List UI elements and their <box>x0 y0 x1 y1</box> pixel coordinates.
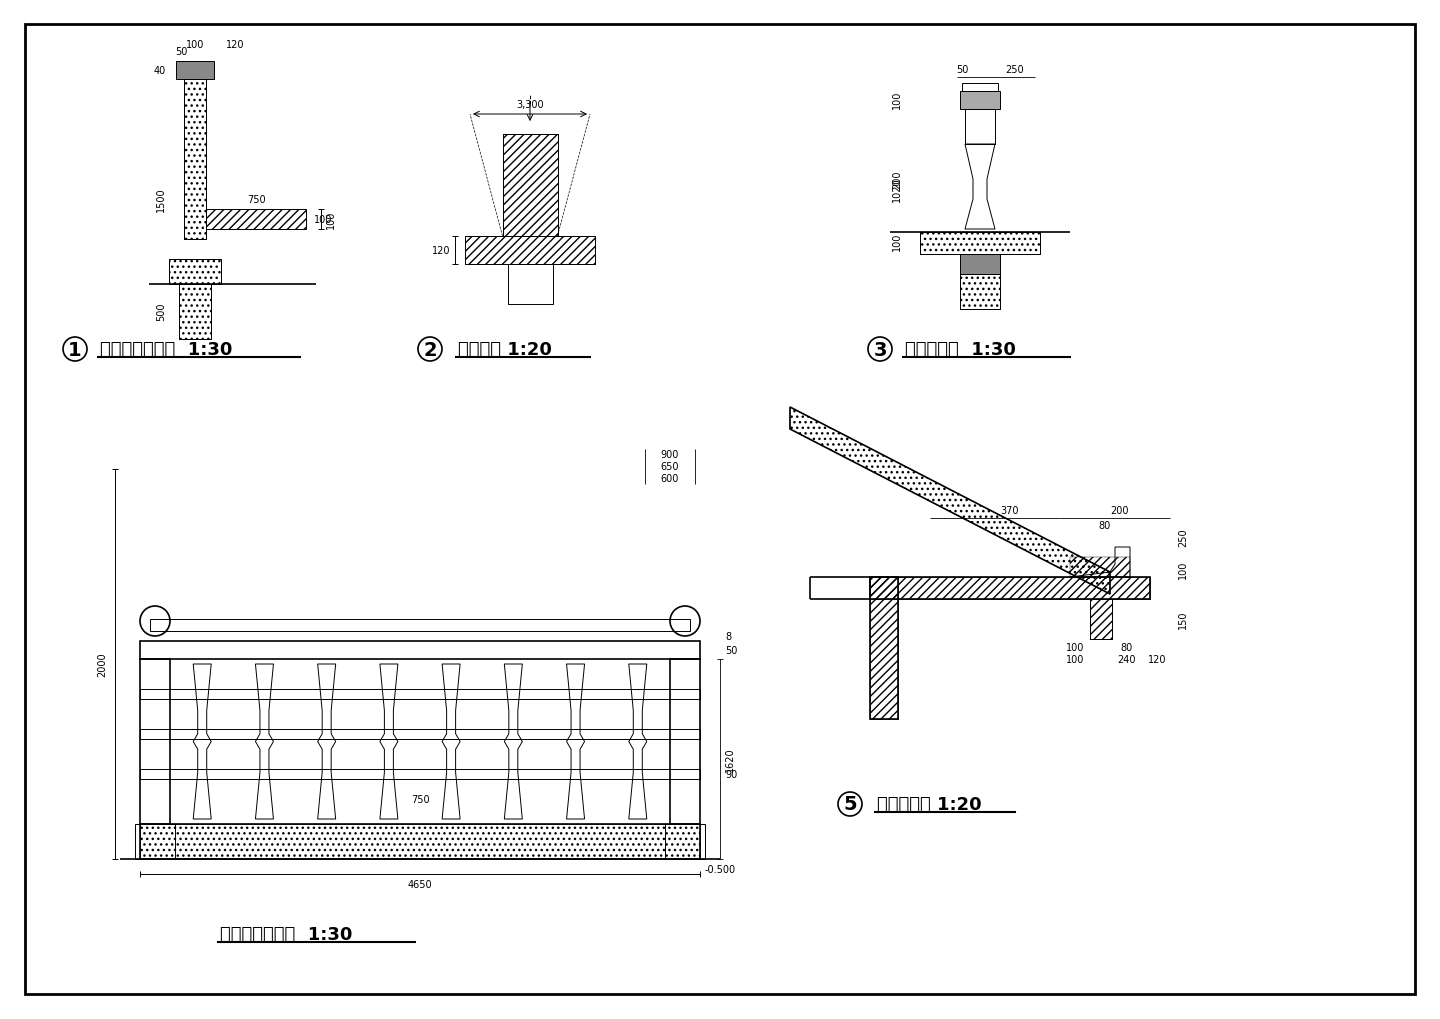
Text: 250: 250 <box>1178 528 1188 547</box>
Text: 墙身节点 1:20: 墙身节点 1:20 <box>458 340 552 359</box>
Bar <box>960 92 999 110</box>
Bar <box>960 275 999 310</box>
Bar <box>140 641 700 659</box>
Bar <box>135 824 176 859</box>
Text: 2000: 2000 <box>96 652 107 677</box>
Text: 3: 3 <box>873 340 887 359</box>
Bar <box>962 84 998 92</box>
Bar <box>140 659 170 824</box>
Text: 100: 100 <box>186 40 204 50</box>
Bar <box>184 79 206 239</box>
Text: 100: 100 <box>1066 642 1084 652</box>
Text: 200: 200 <box>891 170 901 190</box>
Bar <box>150 620 690 632</box>
Text: 1620: 1620 <box>724 747 734 771</box>
Text: 40: 40 <box>154 66 166 76</box>
Bar <box>140 824 700 859</box>
Text: -0.500: -0.500 <box>706 864 736 874</box>
Text: 阳台大样图  1:30: 阳台大样图 1:30 <box>904 340 1015 359</box>
Bar <box>1070 557 1130 578</box>
Bar <box>870 578 899 719</box>
Text: 大门阳台大样图  1:30: 大门阳台大样图 1:30 <box>99 340 232 359</box>
Bar <box>140 769 700 780</box>
Bar <box>184 79 206 239</box>
Bar <box>965 110 995 145</box>
Text: 50: 50 <box>174 47 187 57</box>
Text: 120: 120 <box>226 40 245 50</box>
Text: 120: 120 <box>432 246 451 256</box>
Text: 3,300: 3,300 <box>516 100 544 110</box>
Text: 650: 650 <box>661 462 680 472</box>
Text: 120: 120 <box>1148 654 1166 664</box>
Bar <box>179 284 212 339</box>
Bar <box>168 260 220 284</box>
Bar <box>179 284 212 339</box>
Bar <box>670 659 700 824</box>
Bar <box>140 730 700 739</box>
Bar <box>465 236 595 265</box>
Bar <box>465 236 595 265</box>
Text: 100: 100 <box>891 232 901 251</box>
Text: 240: 240 <box>1117 654 1136 664</box>
Bar <box>920 232 1040 255</box>
Bar <box>168 260 220 284</box>
Text: 200: 200 <box>1110 505 1129 516</box>
Text: 一楼栏河大样图  1:30: 一楼栏河大样图 1:30 <box>220 925 353 943</box>
Text: 1020: 1020 <box>891 177 901 202</box>
Text: 150: 150 <box>1178 610 1188 629</box>
Bar <box>870 578 1151 599</box>
Text: 500: 500 <box>156 303 166 321</box>
Text: 750: 750 <box>246 195 265 205</box>
Bar <box>920 232 1040 255</box>
Text: 天沟大样图 1:20: 天沟大样图 1:20 <box>877 795 982 813</box>
Text: 750: 750 <box>410 794 429 804</box>
Bar <box>176 62 215 79</box>
Bar <box>140 689 700 699</box>
Bar <box>665 824 706 859</box>
Bar <box>870 578 899 719</box>
Text: 250: 250 <box>1005 65 1024 75</box>
Text: 2: 2 <box>423 340 436 359</box>
Text: 80: 80 <box>1099 521 1112 531</box>
Text: 50: 50 <box>956 65 968 75</box>
Bar <box>503 135 557 236</box>
Text: 80: 80 <box>1120 642 1133 652</box>
Text: 100: 100 <box>1066 654 1084 664</box>
Bar <box>960 275 999 310</box>
Bar <box>507 265 553 305</box>
Text: 900: 900 <box>661 449 680 460</box>
Text: 100: 100 <box>1178 560 1188 579</box>
Bar <box>206 210 307 229</box>
Bar <box>1090 599 1112 639</box>
Text: 5: 5 <box>844 795 857 814</box>
Bar <box>140 824 700 859</box>
Text: 8: 8 <box>724 632 732 641</box>
Bar <box>960 255 999 275</box>
Text: 100: 100 <box>314 215 333 225</box>
Text: 100: 100 <box>325 211 336 229</box>
Text: 1: 1 <box>68 340 82 359</box>
Bar <box>1090 599 1112 639</box>
Text: 50: 50 <box>724 645 737 655</box>
Text: 90: 90 <box>724 769 737 780</box>
Bar <box>503 135 557 236</box>
Text: 4650: 4650 <box>408 879 432 890</box>
Bar <box>206 210 307 229</box>
Text: 100: 100 <box>891 91 901 109</box>
Text: 600: 600 <box>661 474 680 484</box>
Text: 370: 370 <box>1001 505 1020 516</box>
Text: 1500: 1500 <box>156 187 166 212</box>
Bar <box>870 578 1151 599</box>
